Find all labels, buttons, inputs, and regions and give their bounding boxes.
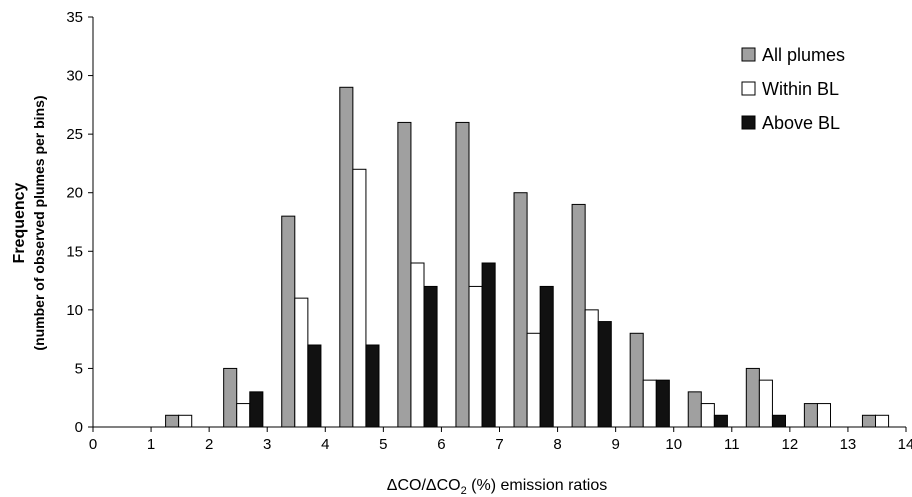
bar-all-plumes xyxy=(861,414,877,428)
bar-within-bl xyxy=(526,332,541,428)
bar-within-bl xyxy=(294,297,309,428)
x-tick-label: 6 xyxy=(437,436,445,453)
bar-all-plumes xyxy=(513,192,528,428)
bar-within-bl xyxy=(352,168,367,428)
bar-within-bl xyxy=(642,379,657,428)
x-tick-label: 1 xyxy=(147,436,155,453)
x-tick-label: 0 xyxy=(89,436,97,453)
y-axis-title-line1: Frequency xyxy=(11,182,28,263)
x-axis-title-suffix: (%) emission ratios xyxy=(467,477,607,494)
y-tick-label: 10 xyxy=(66,302,83,319)
x-axis-title: ΔCO/ΔCO2 (%) emission ratios xyxy=(387,477,607,497)
legend-label-within-bl: Within BL xyxy=(762,79,839,99)
bar-within-bl xyxy=(700,403,715,428)
y-tick-label: 0 xyxy=(75,419,83,436)
bar-within-bl xyxy=(875,414,890,428)
bar-within-bl xyxy=(236,403,251,428)
bar-within-bl xyxy=(816,403,832,428)
x-tick-label: 11 xyxy=(724,436,740,453)
y-tick-label: 5 xyxy=(75,360,83,377)
x-tick-label: 14 xyxy=(898,436,912,453)
bars-group xyxy=(165,86,890,428)
bar-all-plumes xyxy=(223,367,238,428)
bar-within-bl xyxy=(584,309,599,428)
bar-within-bl xyxy=(410,262,425,428)
y-tick-label: 20 xyxy=(66,185,83,202)
bar-all-plumes xyxy=(281,215,296,428)
bar-all-plumes xyxy=(745,367,760,428)
legend: All plumes Within BL Above BL xyxy=(741,45,845,133)
legend-swatch-all-plumes xyxy=(741,47,756,62)
bar-above-bl xyxy=(597,321,612,428)
x-tick-label: 10 xyxy=(665,436,682,453)
legend-label-above-bl: Above BL xyxy=(762,113,840,133)
bar-above-bl xyxy=(249,391,264,428)
bar-all-plumes xyxy=(455,121,470,428)
bar-above-bl xyxy=(481,262,496,428)
bar-above-bl xyxy=(713,414,728,428)
y-tick-label: 15 xyxy=(66,243,83,260)
x-tick-label: 9 xyxy=(611,436,619,453)
y-axis-ticks: 0 5 10 15 20 25 30 35 xyxy=(66,9,93,436)
bar-above-bl xyxy=(307,344,322,428)
x-tick-label: 5 xyxy=(379,436,387,453)
bar-above-bl xyxy=(539,285,554,428)
y-tick-label: 25 xyxy=(66,126,83,143)
y-tick-label: 30 xyxy=(66,68,83,85)
x-tick-label: 3 xyxy=(263,436,271,453)
legend-swatch-above-bl xyxy=(741,115,756,130)
x-tick-label: 13 xyxy=(840,436,857,453)
bar-above-bl xyxy=(423,285,438,428)
legend-swatch-within-bl xyxy=(741,81,756,96)
x-axis-ticks: 0 1 2 3 4 5 6 7 8 9 10 11 12 13 14 xyxy=(89,427,912,453)
bar-above-bl xyxy=(655,379,670,428)
y-axis-title-line2: (number of observed plumes per bins) xyxy=(31,95,47,350)
bar-all-plumes xyxy=(687,391,702,428)
bar-all-plumes xyxy=(571,203,586,428)
bar-all-plumes xyxy=(629,332,644,428)
bar-above-bl xyxy=(771,414,787,428)
x-tick-label: 8 xyxy=(553,436,561,453)
x-axis-title-prefix: ΔCO/ΔCO xyxy=(387,477,461,494)
bar-within-bl xyxy=(468,285,483,428)
bar-all-plumes xyxy=(803,403,818,428)
x-tick-label: 2 xyxy=(205,436,213,453)
x-tick-label: 7 xyxy=(495,436,503,453)
x-axis-title-subscript: 2 xyxy=(461,485,467,497)
bar-within-bl xyxy=(758,379,773,428)
bar-all-plumes xyxy=(339,86,354,428)
x-tick-label: 4 xyxy=(321,436,329,453)
bar-above-bl xyxy=(365,344,380,428)
bar-within-bl xyxy=(178,414,193,428)
y-tick-label: 35 xyxy=(66,9,83,26)
x-tick-label: 12 xyxy=(782,436,799,453)
bar-all-plumes xyxy=(397,121,412,428)
bar-all-plumes xyxy=(165,414,180,428)
legend-label-all-plumes: All plumes xyxy=(762,45,845,65)
